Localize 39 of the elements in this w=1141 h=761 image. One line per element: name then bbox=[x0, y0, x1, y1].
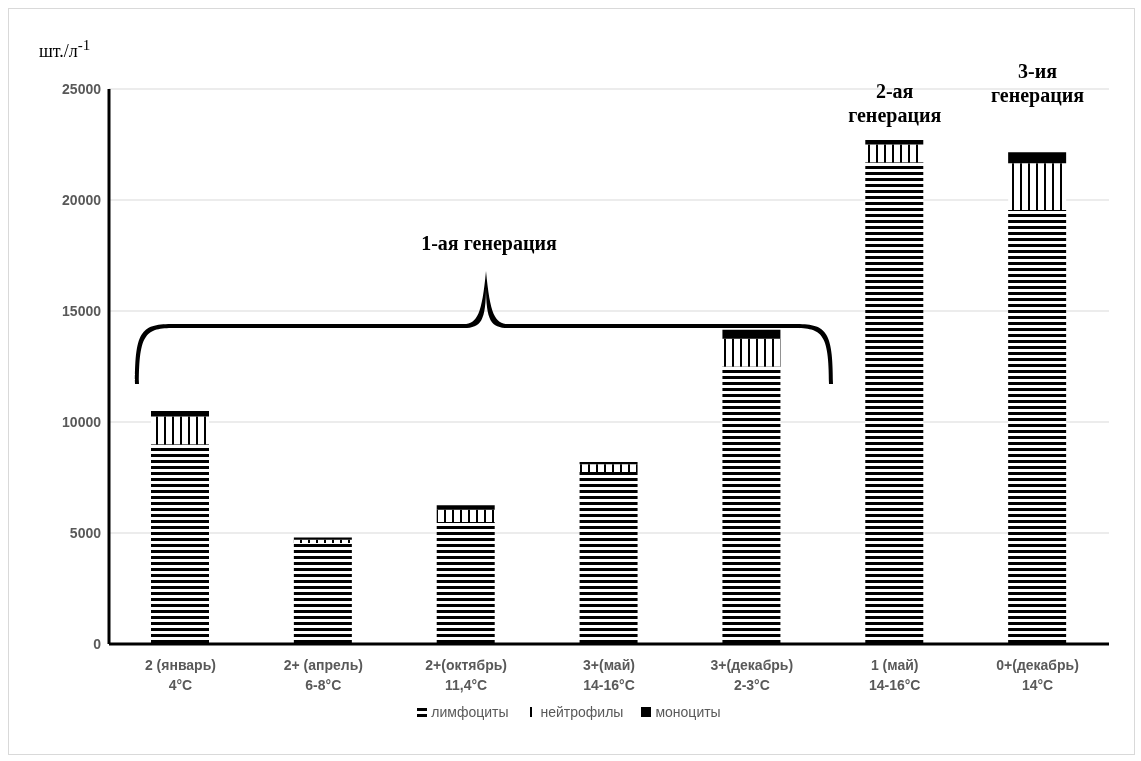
x-tick-label: 2 (январь) 4°C bbox=[144, 657, 216, 693]
bar bbox=[1008, 152, 1067, 164]
bar bbox=[436, 505, 495, 510]
bar bbox=[579, 461, 638, 465]
bar bbox=[722, 329, 781, 339]
y-tick-label: 0 bbox=[93, 635, 102, 652]
y-axis-title: шт./л$^{-1}$ bbox=[39, 37, 91, 61]
bar bbox=[865, 140, 924, 145]
x-tick-label: 2+ (апрель) 6-8°C bbox=[283, 657, 363, 693]
bar bbox=[722, 338, 781, 367]
legend-label: лимфоциты bbox=[430, 704, 509, 720]
x-tick-label: 3+(декабрь) 2-3°C bbox=[710, 657, 794, 693]
y-tick-label: 5000 bbox=[69, 524, 102, 541]
annotation: 1-ая генерация bbox=[420, 231, 558, 255]
bar bbox=[293, 542, 352, 644]
y-tick-label: 20000 bbox=[62, 191, 102, 208]
bar bbox=[722, 366, 781, 644]
x-tick-label: 0+(декабрь) 14°C bbox=[996, 657, 1079, 693]
y-tick-label: 10000 bbox=[62, 413, 102, 430]
bar bbox=[151, 410, 209, 417]
x-tick-label: 3+(май) 14-16°C bbox=[583, 657, 635, 693]
bar bbox=[865, 144, 924, 163]
legend-label: моноциты bbox=[654, 704, 721, 720]
bar bbox=[436, 509, 495, 522]
x-tick-label: 2+(октябрь) 11,4°C bbox=[425, 657, 507, 693]
x-tick-label: 1 (май) 14-16°C bbox=[868, 657, 921, 693]
y-tick-label: 25000 bbox=[62, 80, 102, 97]
annotation: 3-ия генерация bbox=[990, 59, 1086, 107]
bar bbox=[436, 521, 495, 644]
bar bbox=[1008, 209, 1067, 644]
bar bbox=[579, 471, 638, 644]
y-tick-label: 15000 bbox=[62, 302, 102, 319]
bar bbox=[865, 162, 924, 644]
bar bbox=[1008, 163, 1067, 210]
bar bbox=[151, 416, 209, 445]
annotation: 2-ая генерация bbox=[847, 79, 943, 127]
bar bbox=[151, 444, 209, 644]
bar bbox=[579, 464, 638, 472]
legend-label: нейтрофилы bbox=[539, 704, 624, 720]
